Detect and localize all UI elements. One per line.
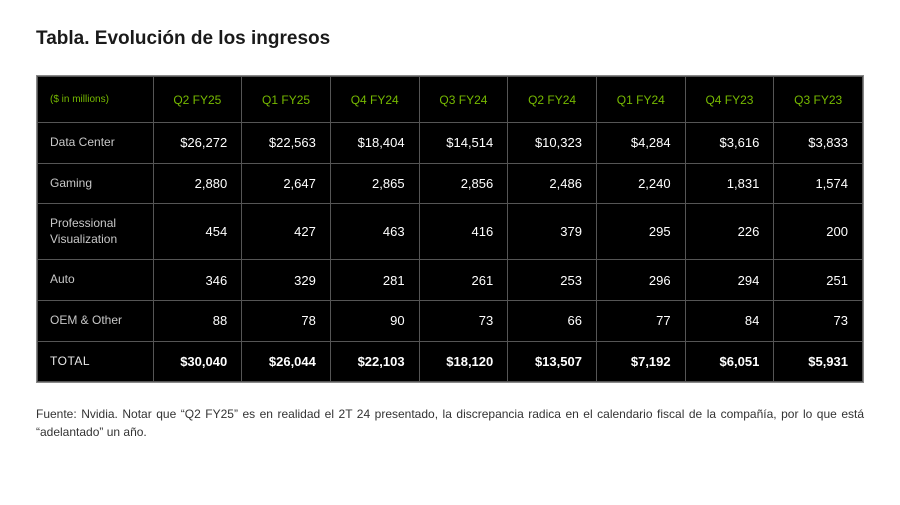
cell: 2,856 [419,163,508,204]
col-header: Q2 FY25 [153,77,242,123]
cell: 226 [685,204,774,260]
col-header: Q3 FY23 [774,77,863,123]
page-title: Tabla. Evolución de los ingresos [36,28,864,50]
table-row: OEM & Other 88 78 90 73 66 77 84 73 [38,300,863,341]
row-label: Data Center [38,123,154,164]
cell: 1,831 [685,163,774,204]
cell: 463 [330,204,419,260]
total-cell: $13,507 [508,341,597,382]
cell: 261 [419,260,508,301]
row-label: Gaming [38,163,154,204]
total-cell: $6,051 [685,341,774,382]
cell: 329 [242,260,331,301]
table-row: Data Center $26,272 $22,563 $18,404 $14,… [38,123,863,164]
table-header-row: ($ in millions) Q2 FY25 Q1 FY25 Q4 FY24 … [38,77,863,123]
cell: 2,486 [508,163,597,204]
cell: 294 [685,260,774,301]
cell: $3,616 [685,123,774,164]
cell: $22,563 [242,123,331,164]
total-cell: $5,931 [774,341,863,382]
total-cell: $30,040 [153,341,242,382]
total-cell: $26,044 [242,341,331,382]
cell: 2,647 [242,163,331,204]
cell: 2,865 [330,163,419,204]
cell: $14,514 [419,123,508,164]
row-label: Auto [38,260,154,301]
units-label: ($ in millions) [38,77,154,123]
cell: 416 [419,204,508,260]
col-header: Q1 FY24 [596,77,685,123]
cell: 73 [774,300,863,341]
col-header: Q4 FY23 [685,77,774,123]
cell: 73 [419,300,508,341]
cell: 346 [153,260,242,301]
cell: 296 [596,260,685,301]
cell: 2,880 [153,163,242,204]
cell: 1,574 [774,163,863,204]
cell: 66 [508,300,597,341]
revenue-table-wrap: ($ in millions) Q2 FY25 Q1 FY25 Q4 FY24 … [36,75,864,383]
cell: 251 [774,260,863,301]
cell: 295 [596,204,685,260]
total-cell: $18,120 [419,341,508,382]
cell: 281 [330,260,419,301]
row-label: Professional Visualization [38,204,154,260]
cell: 379 [508,204,597,260]
cell: 2,240 [596,163,685,204]
cell: $4,284 [596,123,685,164]
cell: 84 [685,300,774,341]
cell: $3,833 [774,123,863,164]
table-total-row: TOTAL $30,040 $26,044 $22,103 $18,120 $1… [38,341,863,382]
cell: 90 [330,300,419,341]
cell: 253 [508,260,597,301]
table-row: Auto 346 329 281 261 253 296 294 251 [38,260,863,301]
cell: 454 [153,204,242,260]
cell: $26,272 [153,123,242,164]
cell: 78 [242,300,331,341]
col-header: Q2 FY24 [508,77,597,123]
cell: $10,323 [508,123,597,164]
row-label: OEM & Other [38,300,154,341]
revenue-table: ($ in millions) Q2 FY25 Q1 FY25 Q4 FY24 … [37,76,863,382]
col-header: Q3 FY24 [419,77,508,123]
footnote-text: Fuente: Nvidia. Notar que “Q2 FY25” es e… [36,405,864,441]
total-cell: $7,192 [596,341,685,382]
cell: 427 [242,204,331,260]
table-row: Professional Visualization 454 427 463 4… [38,204,863,260]
col-header: Q1 FY25 [242,77,331,123]
table-row: Gaming 2,880 2,647 2,865 2,856 2,486 2,2… [38,163,863,204]
cell: 200 [774,204,863,260]
cell: $18,404 [330,123,419,164]
total-label: TOTAL [38,341,154,382]
cell: 88 [153,300,242,341]
total-cell: $22,103 [330,341,419,382]
col-header: Q4 FY24 [330,77,419,123]
cell: 77 [596,300,685,341]
